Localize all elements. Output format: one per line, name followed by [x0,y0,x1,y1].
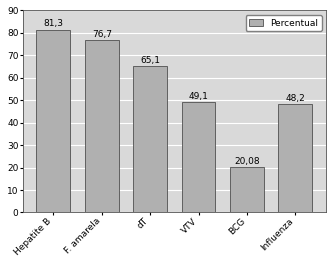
Bar [181,102,215,213]
Bar [230,167,264,213]
Text: 48,2: 48,2 [285,94,305,103]
Text: 49,1: 49,1 [188,92,208,101]
Text: 65,1: 65,1 [140,56,160,65]
Text: 20,08: 20,08 [234,157,260,166]
Bar [133,66,167,213]
Text: 76,7: 76,7 [92,30,112,39]
Bar [85,40,119,213]
Text: 81,3: 81,3 [43,20,63,29]
Bar [36,30,70,213]
Bar [278,104,312,213]
Legend: Percentual: Percentual [245,15,322,31]
